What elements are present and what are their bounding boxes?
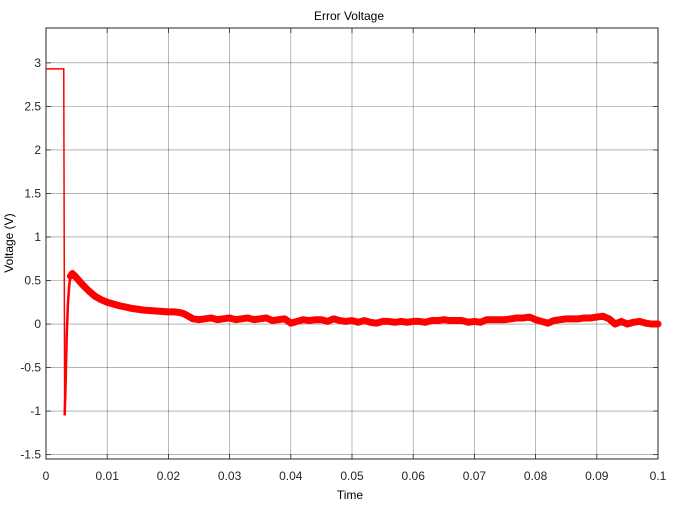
chart-title: Error Voltage [314,9,384,23]
y-tick-label: 2.5 [24,99,41,113]
series-line-ripple [66,270,662,328]
x-axis-title: Time [337,488,364,502]
y-tick-label: 2 [34,143,41,157]
y-tick-label: 1 [34,230,41,244]
y-tick-label: 0 [34,317,41,331]
y-tick-label: -0.5 [20,361,41,375]
y-tick-label: 3 [34,56,41,70]
x-tick-label: 0.05 [340,469,364,483]
x-tick-label: 0.03 [218,469,242,483]
x-tick-label: 0.02 [157,469,181,483]
series-group [46,68,662,416]
y-tick-label: 1.5 [24,186,41,200]
series-line-initial [46,68,66,416]
x-tick-label: 0.1 [650,469,667,483]
x-tick-label: 0.09 [585,469,609,483]
axes [45,27,659,460]
plot-border [45,27,659,460]
y-tick-label: -1.5 [20,448,41,462]
y-tick-label: -1 [30,404,41,418]
x-tick-label: 0 [43,469,50,483]
x-tick-label: 0.01 [96,469,120,483]
x-tick-label: 0.04 [279,469,303,483]
series-line-recovery [63,275,72,416]
x-tick-label: 0.08 [524,469,548,483]
x-tick-label: 0.06 [402,469,426,483]
y-tick-label: 0.5 [24,274,41,288]
y-axis-title: Voltage (V) [2,213,16,272]
x-tick-label: 0.07 [463,469,487,483]
tick-labels: 0 0.01 0.02 0.03 0.04 0.05 0.06 0.07 0.08 0.09 0.1… [20,56,666,483]
